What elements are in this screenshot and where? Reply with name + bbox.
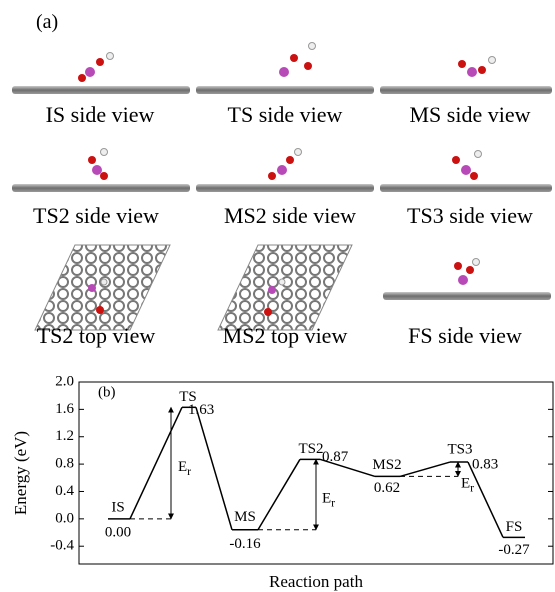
graphene-slab — [12, 86, 190, 94]
graphene-top — [218, 245, 352, 330]
connector — [196, 407, 232, 529]
state-label: FS — [506, 519, 523, 535]
value-label: -0.27 — [498, 542, 530, 558]
barrier-label-base: E — [178, 460, 187, 476]
view-label: FS side view — [408, 323, 522, 348]
barrier-label-sub: r — [470, 480, 474, 494]
connector — [468, 462, 503, 537]
y-axis-title: Energy (eV) — [11, 431, 30, 515]
connector — [258, 459, 300, 529]
view-label: TS2 side view — [33, 203, 159, 228]
figure: (a) IS side view TS side view MS side view… — [0, 0, 555, 592]
panel-label: (a) — [36, 11, 58, 33]
state-label: MS2 — [372, 457, 401, 473]
value-label: 0.00 — [105, 524, 131, 540]
connector — [400, 462, 450, 476]
graphene-slab — [196, 184, 374, 192]
graphene-slab — [12, 184, 190, 192]
view-label: MS2 side view — [224, 203, 356, 228]
barrier-label-base: E — [322, 491, 331, 507]
view-label: TS2 top view — [37, 323, 156, 348]
y-tick-label: 1.2 — [55, 428, 74, 444]
y-tick-label: 0.0 — [55, 510, 74, 526]
barrier-label-sub: r — [187, 464, 191, 478]
view-label: IS side view — [46, 102, 155, 127]
panel-label: (b) — [98, 384, 116, 400]
structure-images — [12, 43, 552, 331]
y-tick-label: 0.4 — [55, 483, 74, 499]
view-label: MS2 top view — [223, 323, 348, 348]
graphene-top — [35, 245, 170, 330]
view-label: TS side view — [228, 102, 343, 127]
barrier-label: Er — [461, 476, 474, 494]
state-label: TS3 — [447, 441, 472, 457]
x-axis-title: Reaction path — [269, 572, 363, 591]
value-label: -0.16 — [229, 536, 261, 552]
graphene-slab — [196, 86, 374, 94]
barrier-label: Er — [178, 460, 191, 478]
barrier-label: Er — [322, 491, 335, 509]
y-tick-label: 1.6 — [55, 401, 74, 417]
y-tick-label: 0.8 — [55, 456, 74, 472]
state-label: MS — [234, 509, 256, 525]
graphene-slab — [383, 292, 551, 300]
value-label: 0.87 — [322, 449, 349, 465]
barrier-label-sub: r — [331, 495, 335, 509]
y-tick-label: -0.4 — [50, 538, 74, 554]
view-label: MS side view — [410, 102, 531, 127]
value-label: 1.63 — [188, 402, 214, 418]
state-label: TS2 — [298, 441, 323, 457]
value-label: 0.83 — [472, 456, 498, 472]
graphene-slab — [380, 184, 552, 192]
connector — [130, 407, 182, 519]
barrier-label-base: E — [461, 476, 470, 492]
view-label: TS3 side view — [407, 203, 533, 228]
state-label: IS — [111, 499, 124, 515]
y-tick-label: 2.0 — [55, 373, 74, 389]
graphene-slab — [380, 86, 552, 94]
value-label: 0.62 — [374, 480, 400, 496]
